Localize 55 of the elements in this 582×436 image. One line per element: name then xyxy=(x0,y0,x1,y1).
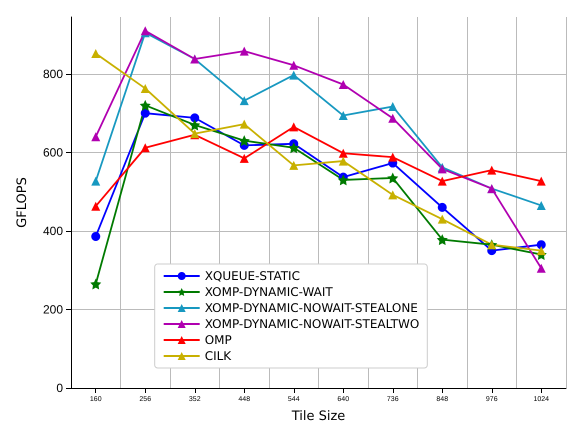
legend-label: OMP xyxy=(204,333,232,347)
legend-label: XQUEUE-STATIC xyxy=(204,269,300,283)
point xyxy=(487,166,496,175)
point xyxy=(536,176,546,186)
y-tick-label: 0 xyxy=(56,381,64,395)
point xyxy=(387,172,398,184)
point xyxy=(536,246,546,256)
point xyxy=(140,100,151,111)
point xyxy=(91,232,100,241)
legend-label: XOMP-DYNAMIC-NOWAIT-STEALONE xyxy=(204,301,418,315)
point xyxy=(338,174,349,186)
point xyxy=(338,111,348,120)
point xyxy=(91,202,100,211)
point xyxy=(91,49,100,58)
point xyxy=(140,84,150,93)
point xyxy=(338,80,348,90)
point xyxy=(388,114,398,123)
point xyxy=(438,202,447,212)
legend-label: CILK xyxy=(204,349,232,363)
point xyxy=(91,176,100,186)
y-tick-label: 600 xyxy=(42,145,64,160)
point xyxy=(438,176,447,186)
point xyxy=(289,60,298,70)
point xyxy=(438,214,447,224)
point xyxy=(238,135,250,146)
point xyxy=(388,190,398,200)
x-axis-title: Tile Size xyxy=(290,409,346,424)
point xyxy=(140,108,150,118)
point xyxy=(536,200,546,210)
point xyxy=(240,46,249,56)
point xyxy=(189,119,200,130)
y-tick-label: 800 xyxy=(42,66,64,81)
point xyxy=(289,70,298,80)
point xyxy=(289,160,298,170)
point xyxy=(240,154,249,163)
point xyxy=(436,234,448,246)
point xyxy=(140,143,150,152)
point xyxy=(388,152,398,162)
y-tick-label: 400 xyxy=(42,224,64,238)
point xyxy=(338,148,348,158)
point xyxy=(536,264,546,273)
legend-label: XOMP-DYNAMIC-WAIT xyxy=(204,285,334,299)
point xyxy=(190,113,200,122)
point xyxy=(388,102,398,112)
point xyxy=(338,156,348,166)
point xyxy=(240,96,249,106)
point xyxy=(90,278,102,290)
point xyxy=(240,120,249,129)
point xyxy=(288,142,300,154)
point xyxy=(536,240,546,250)
y-axis-title: GFLOPS xyxy=(15,177,30,228)
point xyxy=(289,122,298,132)
legend-label: XOMP-DYNAMIC-NOWAIT-STEALTWO xyxy=(204,317,420,331)
point xyxy=(91,132,100,142)
y-tick-label: 200 xyxy=(42,302,64,316)
